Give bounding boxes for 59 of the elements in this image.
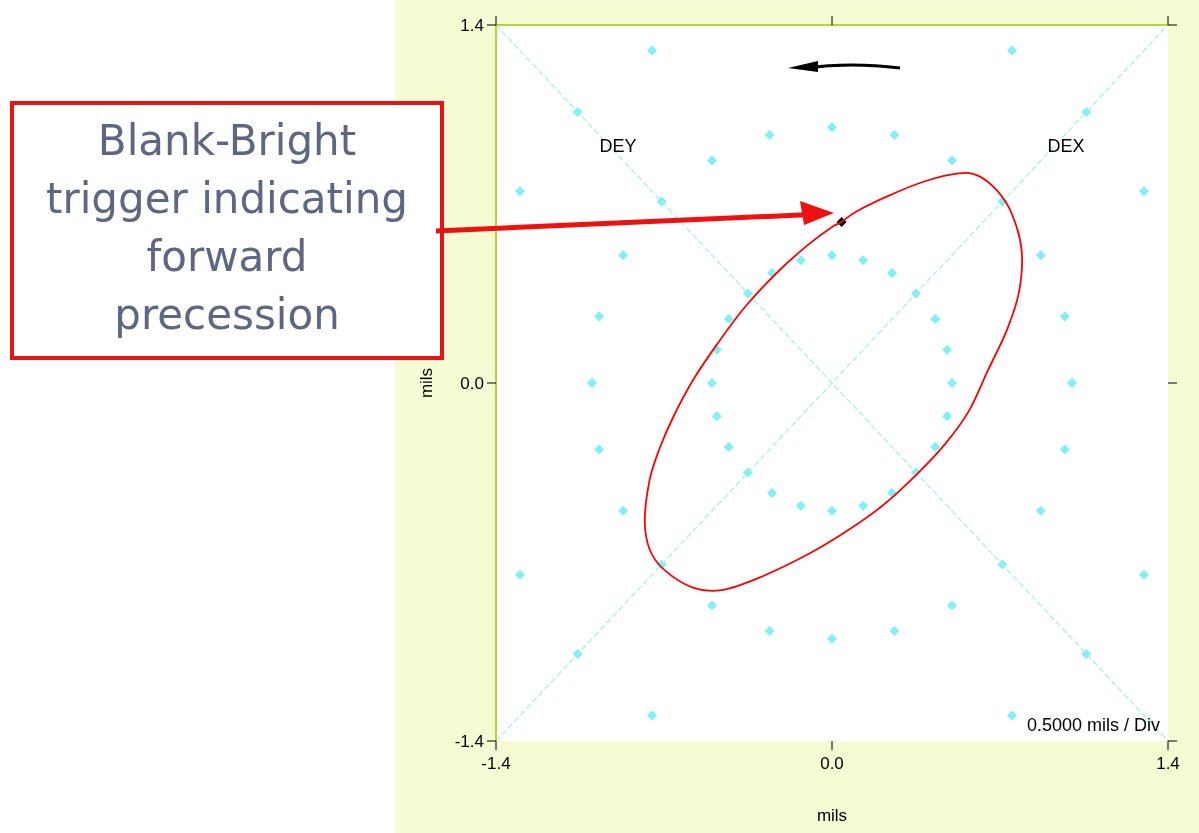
x-tick-label: -1.4 — [481, 754, 511, 773]
point — [711, 411, 722, 422]
point — [795, 500, 806, 511]
point — [647, 710, 657, 721]
point — [947, 600, 957, 611]
annotation: 0.5000 mils / Div — [1026, 715, 1160, 735]
point — [764, 626, 775, 637]
point — [827, 250, 837, 261]
point — [1035, 505, 1046, 516]
point — [707, 600, 717, 611]
point — [947, 155, 957, 166]
point — [858, 255, 869, 266]
point — [1059, 311, 1070, 322]
text: Blank-Bright trigger indicating forward precession — [45, 116, 409, 339]
point — [930, 441, 941, 452]
annotation: DEY — [599, 136, 637, 156]
point — [942, 344, 953, 355]
point — [723, 314, 734, 325]
point — [707, 378, 717, 388]
point — [618, 505, 629, 516]
point — [1059, 444, 1070, 455]
point — [827, 122, 837, 133]
point — [887, 268, 897, 279]
point — [594, 311, 605, 322]
point — [795, 255, 806, 266]
point — [767, 487, 777, 498]
point — [889, 626, 900, 637]
point — [1139, 186, 1149, 197]
point — [587, 378, 597, 388]
x-tick-label: 1.4 — [1156, 754, 1180, 773]
y-tick-label: 0.0 — [460, 374, 484, 393]
x-tick-label: 0.0 — [820, 754, 844, 773]
x-axis-title: mils — [816, 806, 848, 825]
point — [942, 411, 953, 422]
point — [764, 129, 775, 140]
point — [827, 505, 837, 516]
point — [656, 196, 667, 207]
point — [858, 500, 869, 511]
annotation: DEX — [1047, 136, 1085, 156]
point — [827, 633, 837, 644]
point — [1067, 378, 1077, 388]
point — [647, 45, 657, 56]
point — [707, 155, 717, 166]
point — [930, 314, 941, 325]
point — [1007, 45, 1017, 56]
y-axis-title: mils — [417, 367, 436, 399]
point — [1007, 710, 1017, 721]
y-tick-label: -1.4 — [454, 732, 484, 751]
point — [1139, 569, 1149, 580]
point — [887, 487, 897, 498]
point — [947, 378, 957, 388]
point — [594, 444, 605, 455]
point — [1035, 250, 1046, 261]
point — [889, 129, 900, 140]
point — [618, 250, 629, 261]
point — [515, 186, 525, 197]
point — [515, 569, 525, 580]
point — [723, 441, 734, 452]
y-tick-label: 1.4 — [460, 16, 484, 35]
